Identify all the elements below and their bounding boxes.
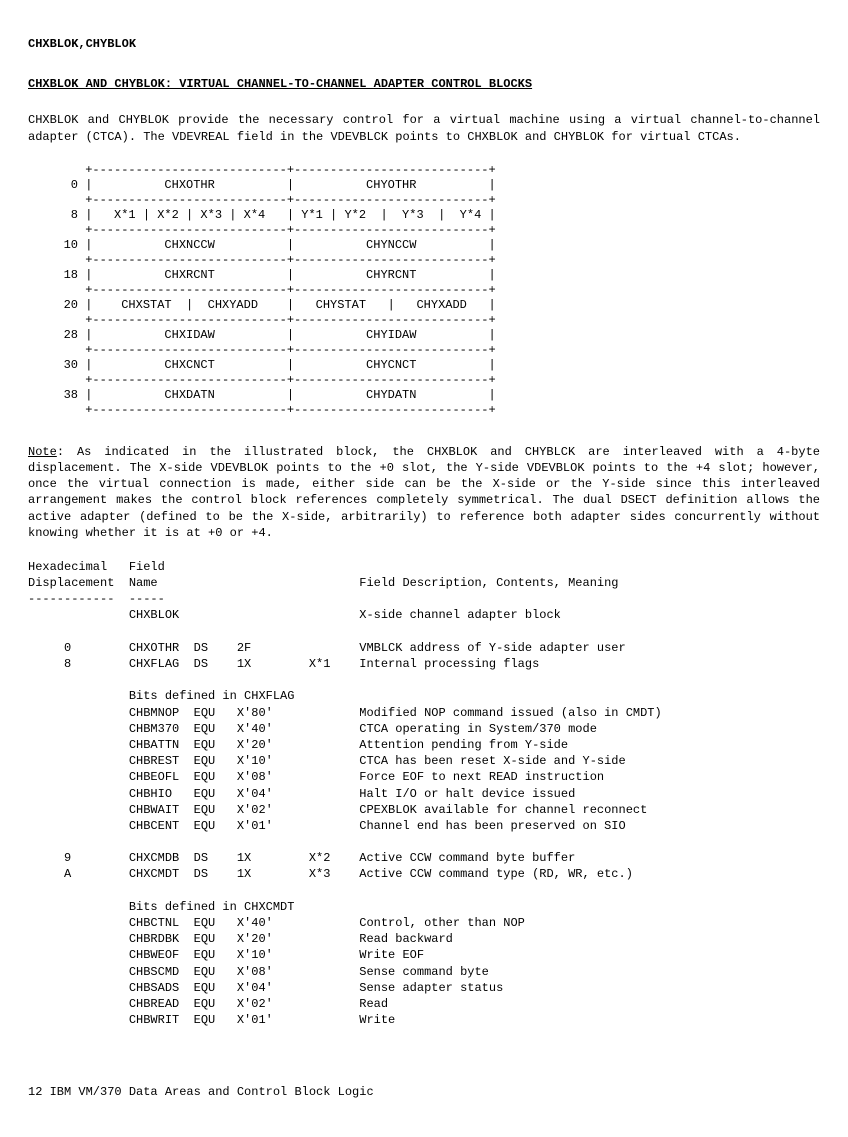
note-label: Note	[28, 445, 57, 459]
intro-paragraph: CHXBLOK and CHYBLOK provide the necessar…	[28, 112, 820, 144]
page-footer: 12 IBM VM/370 Data Areas and Control Blo…	[28, 1084, 820, 1100]
page-header: CHXBLOK,CHYBLOK	[28, 36, 820, 52]
section-title: CHXBLOK AND CHYBLOK: VIRTUAL CHANNEL-TO-…	[28, 76, 820, 92]
field-table: Hexadecimal Field Displacement Name Fiel…	[28, 559, 820, 1028]
section-title-text: CHXBLOK AND CHYBLOK: VIRTUAL CHANNEL-TO-…	[28, 77, 532, 91]
block-diagram: +---------------------------+-----------…	[42, 163, 820, 418]
note-text: : As indicated in the illustrated block,…	[28, 445, 820, 540]
note-paragraph: Note: As indicated in the illustrated bl…	[28, 444, 820, 541]
